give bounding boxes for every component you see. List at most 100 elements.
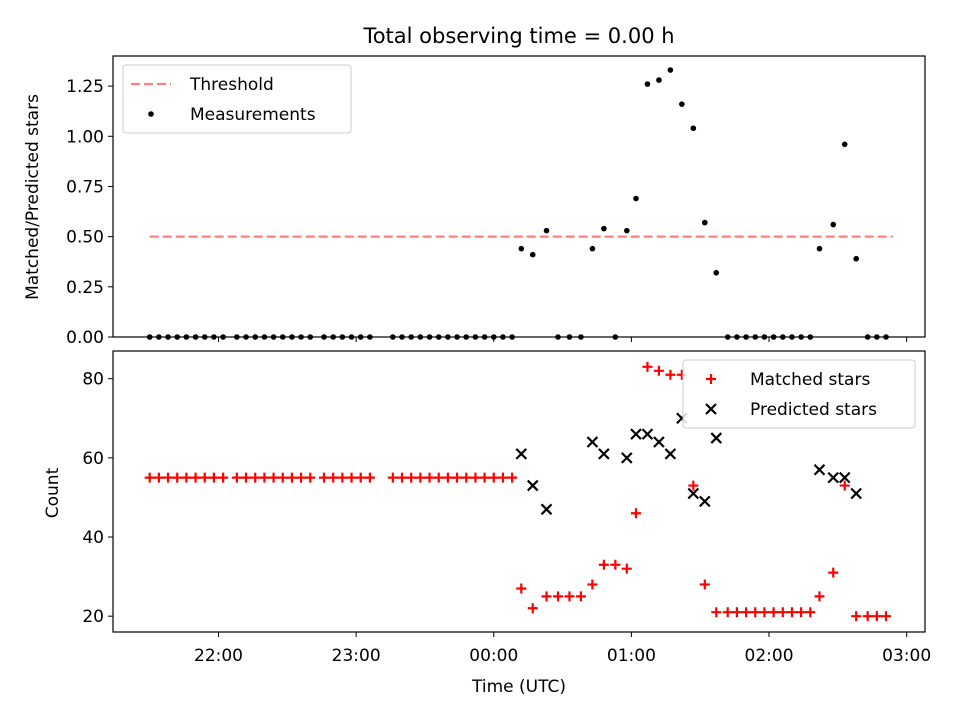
matched-star-point (479, 472, 490, 483)
matched-star-point (768, 607, 779, 618)
measurement-point (667, 67, 674, 73)
measurement-point (529, 251, 536, 258)
matched-star-point (355, 472, 366, 483)
matched-star-point (442, 472, 453, 483)
matched-star-point (268, 472, 279, 483)
measurement-point (656, 77, 662, 83)
top-y-tick-label: 0.25 (66, 278, 104, 298)
predicted-star-point (838, 471, 851, 484)
matched-star-point (190, 472, 201, 483)
measurement-point (589, 245, 596, 252)
matched-star-point (319, 472, 330, 483)
bottom-y-tick-label: 80 (82, 370, 104, 390)
matched-star-point (541, 591, 552, 602)
matched-star-point (488, 472, 499, 483)
matched-star-point (862, 611, 873, 622)
predicted-star-point (598, 448, 610, 460)
top-plot-area: 0.00 0.25 0.50 0.75 1.00 1.25 Threshold Measure… (66, 55, 926, 348)
matched-star-point (346, 472, 357, 483)
predicted-star-point (526, 479, 539, 492)
matched-star-point (507, 472, 518, 483)
measurement-point (816, 245, 823, 252)
matched-star-point (250, 472, 261, 483)
predicted-star-point (653, 436, 665, 448)
bottom-y-tick-label: 20 (82, 607, 104, 627)
predicted-star-point (641, 428, 654, 440)
matched-star-point (575, 591, 586, 602)
legend-predicted-swatch (705, 403, 717, 415)
matched-star-point (452, 472, 463, 483)
matched-star-point (387, 472, 398, 483)
bottom-y-tick-label: 60 (82, 449, 104, 469)
matched-star-point (653, 365, 664, 376)
matched-star-point (218, 472, 229, 483)
top-legend: Threshold Measurements (122, 64, 352, 134)
predicted-star-point (813, 463, 826, 476)
matched-star-point (741, 607, 752, 618)
matched-star-point (759, 607, 770, 618)
matched-star-point (871, 611, 882, 622)
measurement-point (701, 219, 708, 226)
matched-star-point (527, 603, 538, 614)
matched-star-point (587, 579, 598, 590)
predicted-star-point (710, 432, 723, 444)
bottom-plot-area: 22:00 23:00 00:00 01:00 02:00 03:00 20 40 60 80 Ma… (82, 350, 931, 666)
predicted-star-point (850, 487, 862, 500)
matched-star-point (731, 607, 742, 618)
predicted-star-point (827, 471, 840, 484)
top-y-tick-label: 0.75 (66, 177, 104, 197)
legend-measurement-swatch (148, 111, 154, 117)
measurement-point (853, 255, 859, 262)
matched-star-point (208, 472, 219, 483)
x-axis-label: Time (UTC) (471, 677, 566, 697)
matched-star-point (181, 472, 192, 483)
matched-star-point (461, 472, 472, 483)
measurement-point (644, 81, 651, 87)
matched-star-point (881, 611, 892, 622)
top-y-tick-label: 1.00 (66, 127, 104, 147)
predicted-star-point (687, 487, 700, 500)
matched-star-point (796, 607, 807, 618)
matched-star-point (750, 607, 761, 618)
matched-star-point (172, 472, 183, 483)
matched-star-point (328, 472, 339, 483)
chart-title: Total observing time = 0.00 h (362, 24, 674, 48)
matched-star-point (711, 607, 722, 618)
x-tick-label: 02:00 (745, 646, 794, 666)
predicted-star-point (586, 436, 599, 448)
bottom-axes-frame (112, 350, 926, 633)
matched-star-point (786, 607, 797, 618)
matched-star-point (839, 480, 850, 491)
matched-star-point (630, 508, 641, 519)
matched-star-point (470, 472, 481, 483)
matched-star-point (415, 472, 426, 483)
matched-star-point (851, 611, 862, 622)
bottom-legend: Matched stars Predicted stars (682, 359, 916, 429)
measurement-point (830, 221, 837, 228)
predicted-star-point (515, 448, 528, 460)
matched-star-point (144, 472, 155, 483)
measurement-point (679, 101, 685, 107)
matched-star-point (564, 591, 575, 602)
top-y-tick-label: 0.50 (66, 228, 104, 248)
matched-star-point (722, 607, 733, 618)
matched-star-point (241, 472, 252, 483)
top-axes-frame (112, 55, 926, 338)
matched-star-point (497, 472, 508, 483)
matched-star-point (516, 583, 527, 594)
matched-star-point (433, 472, 444, 483)
predicted-star-point (630, 428, 642, 440)
matched-star-point (552, 591, 563, 602)
matched-star-point (406, 472, 417, 483)
legend-box (122, 64, 352, 134)
matched-star-point (805, 607, 816, 618)
predicted-star-point (540, 503, 553, 516)
matched-star-point (688, 480, 699, 491)
top-y-tick-label: 1.25 (66, 77, 104, 97)
top-y-tick-label: 0.00 (66, 328, 104, 348)
matched-star-point (642, 361, 653, 372)
matched-star-point (610, 559, 621, 570)
measurement-point (633, 195, 639, 202)
